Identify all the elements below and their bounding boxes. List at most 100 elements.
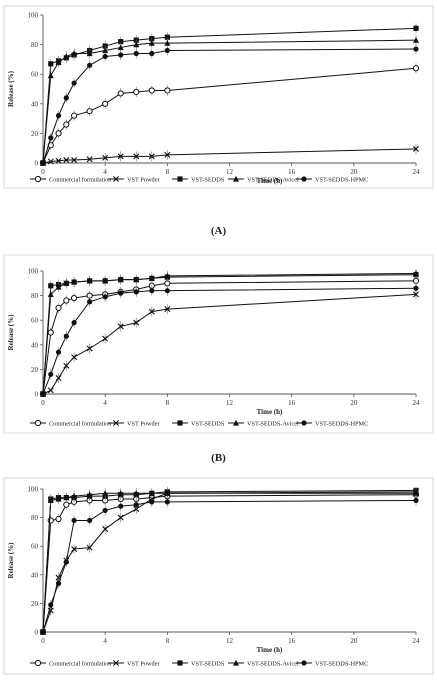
- y-tick-label: 0: [35, 160, 39, 168]
- data-point: [71, 80, 77, 86]
- data-point: [118, 52, 124, 58]
- x-tick-label: 16: [288, 637, 296, 645]
- data-point: [118, 503, 124, 509]
- data-point: [63, 121, 70, 128]
- data-point: [148, 490, 155, 496]
- chart-frame: [3, 254, 434, 434]
- data-point: [148, 153, 155, 160]
- x-tick-label: 12: [226, 637, 234, 645]
- data-point: [102, 507, 108, 514]
- panel-label-b: (B): [211, 452, 226, 464]
- data-point: [117, 323, 124, 330]
- panel-label-a: (A): [210, 225, 227, 237]
- x-tick-label: 20: [350, 168, 358, 176]
- legend-entry: VST-SEDDS-HPMC: [315, 661, 368, 668]
- data-point: [102, 154, 109, 161]
- data-point: [71, 546, 78, 553]
- data-point: [133, 289, 139, 295]
- data-point: [413, 285, 419, 291]
- data-point: [117, 514, 124, 521]
- data-point: [164, 39, 171, 46]
- data-point: [86, 108, 93, 115]
- series-1: [40, 289, 419, 397]
- data-point: [149, 499, 155, 505]
- legend-entry: VST-SEDDS: [191, 661, 225, 668]
- legend-entry: Commercial formulation: [49, 421, 112, 428]
- data-point: [55, 304, 62, 311]
- data-point: [86, 544, 93, 551]
- data-point: [164, 499, 170, 505]
- legend-entry: VST Powder: [127, 661, 160, 668]
- x-tick-label: 4: [103, 637, 107, 645]
- data-point: [413, 25, 419, 31]
- data-point: [55, 495, 62, 502]
- x-tick-label: 0: [41, 168, 45, 176]
- data-point: [133, 153, 140, 160]
- x-tick-label: 4: [103, 399, 107, 407]
- data-point: [149, 288, 155, 294]
- y-tick-label: 100: [28, 268, 39, 276]
- y-tick-label: 0: [35, 391, 39, 399]
- legend-marker: [233, 419, 239, 426]
- data-point: [133, 490, 140, 496]
- legend: Commercial formulation VST Powder VST-SEDD…: [30, 659, 368, 668]
- x-tick-label: 24: [413, 399, 421, 407]
- data-point: [47, 497, 54, 504]
- legend-entry: VST-SEDDS-HPMC: [315, 421, 368, 428]
- series-4: [40, 495, 419, 635]
- y-tick-label: 60: [31, 71, 39, 79]
- series-line: [42, 272, 417, 395]
- data-point: [102, 294, 108, 300]
- series-3: [40, 488, 419, 635]
- y-tick-label: 40: [31, 571, 39, 579]
- data-point: [102, 53, 108, 60]
- y-tick-label: 80: [31, 41, 39, 49]
- data-point: [118, 290, 124, 296]
- data-point: [102, 47, 109, 54]
- data-point: [86, 50, 93, 57]
- x-tick-label: 16: [288, 168, 296, 176]
- series-line: [42, 67, 417, 164]
- data-point: [55, 130, 62, 137]
- y-tick-label: 60: [31, 317, 39, 325]
- x-axis-label: Time (h): [257, 408, 283, 416]
- data-point: [133, 502, 139, 508]
- data-point: [149, 50, 155, 57]
- series-3: [40, 268, 419, 397]
- data-point: [413, 270, 419, 277]
- legend-entry: VST-SEDDS-HPMC: [315, 177, 368, 184]
- legend-marker: [177, 420, 183, 426]
- data-point: [164, 87, 171, 94]
- y-tick-label: 100: [28, 12, 39, 20]
- y-tick-label: 80: [31, 514, 39, 522]
- x-tick-label: 8: [166, 637, 170, 645]
- data-point: [102, 490, 109, 496]
- series-2: [40, 486, 419, 635]
- data-point: [63, 494, 70, 501]
- y-axis-label: Release (%): [7, 314, 15, 351]
- x-tick-label: 16: [288, 399, 296, 407]
- series-line: [42, 148, 417, 164]
- y-tick-label: 100: [28, 486, 39, 494]
- data-point: [133, 276, 140, 283]
- data-point: [164, 490, 171, 496]
- series-1: [40, 486, 419, 635]
- legend-marker: [34, 659, 42, 667]
- data-point: [148, 308, 155, 315]
- data-point: [63, 333, 69, 339]
- data-point: [117, 490, 124, 496]
- data-point: [40, 160, 46, 166]
- y-tick-label: 20: [31, 600, 39, 608]
- data-point: [55, 283, 62, 290]
- legend-marker: [34, 419, 42, 427]
- data-point: [48, 371, 54, 377]
- legend-entry: Commercial formulation: [49, 177, 112, 184]
- legend-entry: VST-SEDDS: [191, 177, 225, 184]
- data-point: [86, 345, 93, 352]
- data-point: [164, 272, 171, 279]
- data-point: [117, 90, 124, 97]
- data-point: [47, 387, 54, 394]
- data-point: [86, 491, 93, 498]
- series-0: [39, 275, 420, 398]
- data-point: [40, 629, 46, 635]
